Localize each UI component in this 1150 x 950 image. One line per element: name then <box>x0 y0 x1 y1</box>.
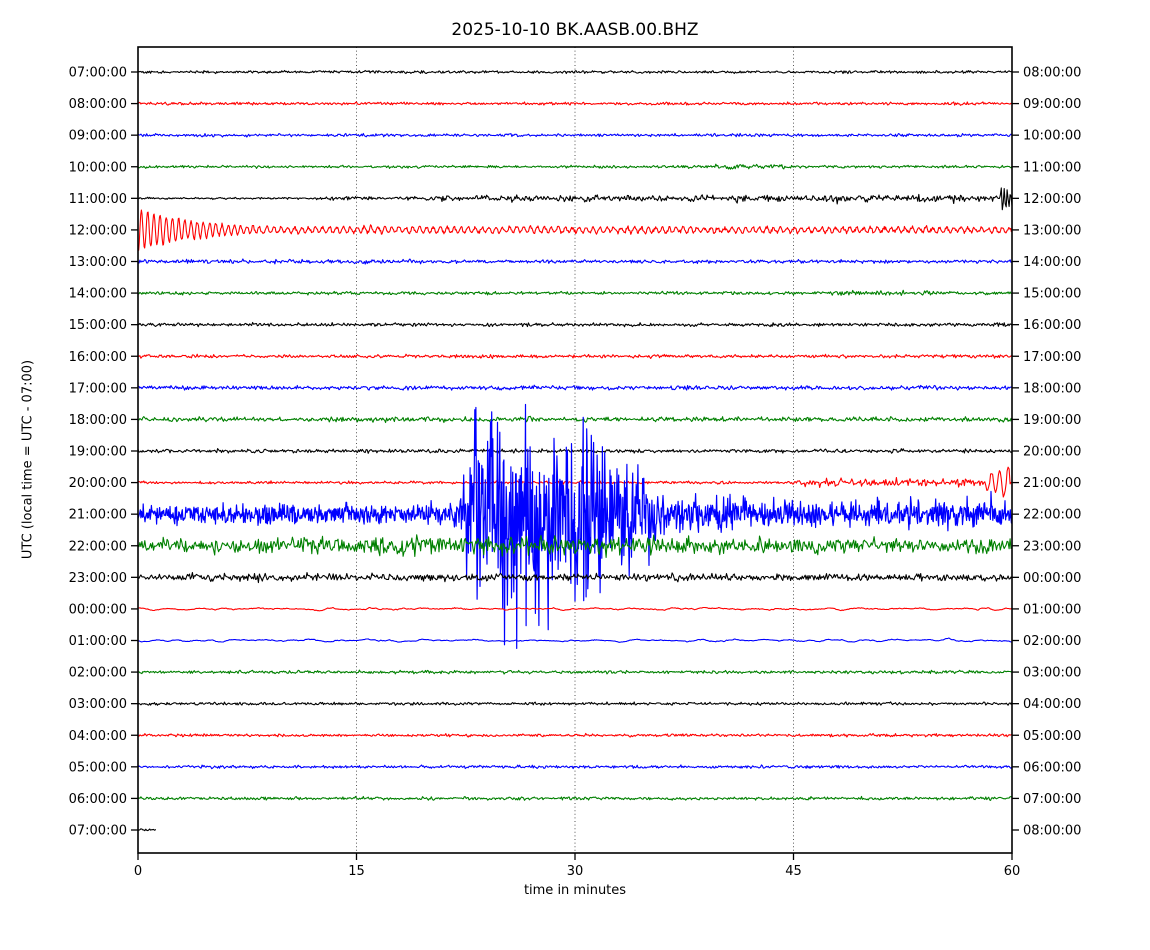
x-axis-label: time in minutes <box>523 883 627 898</box>
left-tick-label: 03:00:00 <box>69 697 127 712</box>
trace-000000 <box>137 606 1013 612</box>
trace-100000 <box>137 163 1013 170</box>
trace-220000 <box>137 534 1013 558</box>
right-tick-label: 07:00:00 <box>1023 792 1081 807</box>
trace-070000 <box>137 69 1013 75</box>
right-tick-label: 03:00:00 <box>1023 666 1081 681</box>
left-tick-label: 16:00:00 <box>69 350 127 365</box>
right-tick-label: 21:00:00 <box>1023 476 1081 491</box>
left-tick-label: 04:00:00 <box>69 729 127 744</box>
right-tick-label: 02:00:00 <box>1023 634 1081 649</box>
trace-040000 <box>137 732 1013 738</box>
right-tick-label: 12:00:00 <box>1023 192 1081 207</box>
right-tick-label: 16:00:00 <box>1023 318 1081 333</box>
trace-110000 <box>137 187 1013 211</box>
trace-130000 <box>137 258 1013 265</box>
trace-020000 <box>137 669 1013 675</box>
left-tick-label: 02:00:00 <box>69 666 127 681</box>
left-tick-label: 08:00:00 <box>69 97 127 112</box>
trace-050000 <box>137 764 1013 770</box>
trace-190000 <box>137 448 1013 454</box>
left-tick-label: 11:00:00 <box>69 192 127 207</box>
trace-200000 <box>137 466 1013 498</box>
trace-010000 <box>137 637 1013 643</box>
trace-180000 <box>137 415 1013 424</box>
right-tick-label: 19:00:00 <box>1023 413 1081 428</box>
left-tick-label: 00:00:00 <box>69 602 127 617</box>
right-tick-label: 17:00:00 <box>1023 350 1081 365</box>
trace-080000 <box>137 101 1013 106</box>
trace-060000 <box>137 795 1013 801</box>
trace-150000 <box>137 321 1013 328</box>
left-tick-label: 10:00:00 <box>69 160 127 175</box>
right-tick-label: 20:00:00 <box>1023 445 1081 460</box>
x-tick-label: 15 <box>348 864 365 879</box>
left-tick-label: 09:00:00 <box>69 129 127 144</box>
left-tick-label: 01:00:00 <box>69 634 127 649</box>
right-tick-label: 09:00:00 <box>1023 97 1081 112</box>
left-tick-label: 18:00:00 <box>69 413 127 428</box>
left-tick-label: 13:00:00 <box>69 255 127 270</box>
right-tick-label: 23:00:00 <box>1023 539 1081 554</box>
left-tick-label: 23:00:00 <box>69 571 127 586</box>
right-tick-label: 04:00:00 <box>1023 697 1081 712</box>
x-tick-label: 0 <box>134 864 142 879</box>
left-tick-label: 17:00:00 <box>69 381 127 396</box>
left-tick-label: 20:00:00 <box>69 476 127 491</box>
left-tick-label: 06:00:00 <box>69 792 127 807</box>
right-tick-label: 13:00:00 <box>1023 223 1081 238</box>
x-tick-label: 45 <box>785 864 802 879</box>
trace-090000 <box>137 132 1013 138</box>
left-tick-label: 21:00:00 <box>69 508 127 523</box>
right-tick-label: 10:00:00 <box>1023 129 1081 144</box>
trace-160000 <box>137 353 1013 360</box>
right-tick-label: 18:00:00 <box>1023 381 1081 396</box>
right-tick-label: 15:00:00 <box>1023 287 1081 302</box>
left-tick-label: 07:00:00 <box>69 824 127 839</box>
right-tick-label: 06:00:00 <box>1023 760 1081 775</box>
left-tick-label: 19:00:00 <box>69 445 127 460</box>
right-tick-label: 14:00:00 <box>1023 255 1081 270</box>
x-tick-label: 30 <box>567 864 584 879</box>
left-tick-label: 05:00:00 <box>69 760 127 775</box>
trace-170000 <box>137 384 1013 391</box>
plot-title: 2025-10-10 BK.AASB.00.BHZ <box>451 20 699 40</box>
right-tick-label: 00:00:00 <box>1023 571 1081 586</box>
right-tick-label: 05:00:00 <box>1023 729 1081 744</box>
right-tick-label: 08:00:00 <box>1023 824 1081 839</box>
right-tick-label: 22:00:00 <box>1023 508 1081 523</box>
trace-030000 <box>137 701 1013 706</box>
trace-230000 <box>137 571 1013 584</box>
trace-210000 <box>137 403 1013 650</box>
right-tick-label: 11:00:00 <box>1023 160 1081 175</box>
trace-140000 <box>137 289 1013 296</box>
left-tick-label: 12:00:00 <box>69 223 127 238</box>
left-tick-label: 15:00:00 <box>69 318 127 333</box>
trace-070000 <box>137 828 157 832</box>
x-tick-label: 60 <box>1004 864 1021 879</box>
left-tick-label: 22:00:00 <box>69 539 127 554</box>
right-tick-label: 08:00:00 <box>1023 66 1081 81</box>
right-tick-label: 01:00:00 <box>1023 602 1081 617</box>
trace-120000 <box>137 209 1013 251</box>
left-tick-label: 07:00:00 <box>69 66 127 81</box>
left-tick-label: 14:00:00 <box>69 287 127 302</box>
